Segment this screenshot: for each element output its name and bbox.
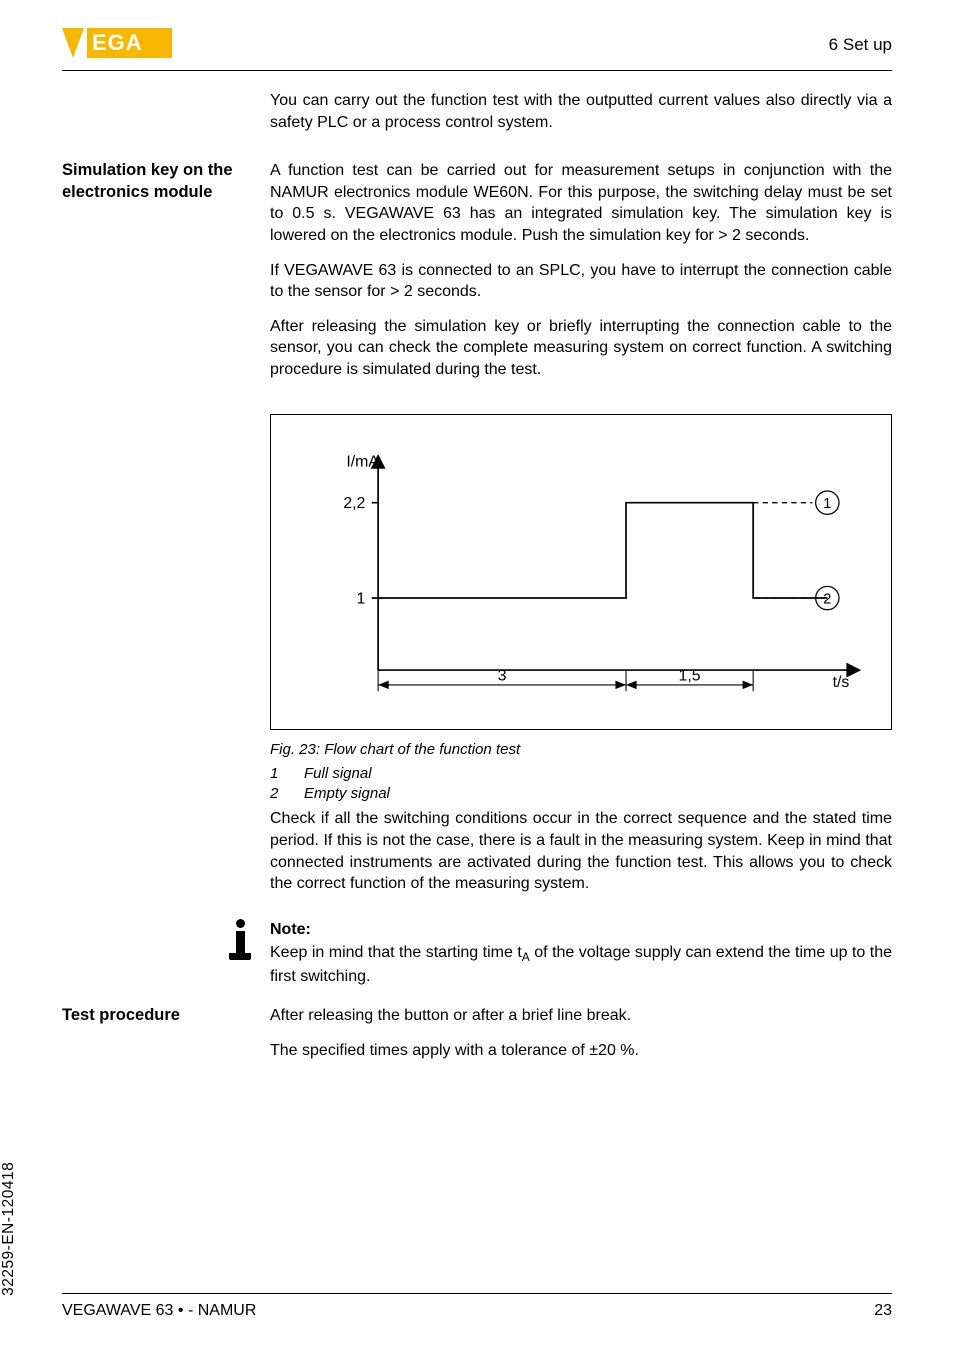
legend-1-num: 1 bbox=[270, 764, 288, 784]
footer-rule bbox=[62, 1293, 892, 1294]
legend-2-num: 2 bbox=[270, 784, 288, 804]
section-label: 6 Set up bbox=[829, 34, 892, 57]
svg-text:1,5: 1,5 bbox=[679, 667, 701, 684]
testproc-p2: The specified times apply with a toleran… bbox=[270, 1040, 892, 1062]
function-test-figure: 2,2 1 I/mA 1 2 3 1,5 t/s bbox=[270, 414, 892, 730]
note-heading: Note: bbox=[270, 919, 892, 941]
footer-left: VEGAWAVE 63 • - NAMUR bbox=[62, 1300, 256, 1322]
svg-text:EGA: EGA bbox=[92, 30, 143, 55]
vega-logo: EGA bbox=[62, 28, 174, 64]
info-icon bbox=[62, 919, 270, 988]
note-body: Keep in mind that the starting time tA o… bbox=[270, 942, 892, 987]
header-rule bbox=[62, 70, 892, 71]
svg-text:t/s: t/s bbox=[833, 674, 850, 691]
svg-text:3: 3 bbox=[498, 667, 507, 684]
svg-text:1: 1 bbox=[357, 590, 366, 607]
svg-text:I/mA: I/mA bbox=[346, 453, 379, 470]
side-heading-simkey-1: Simulation key on the bbox=[62, 160, 254, 181]
testproc-p1: After releasing the button or after a br… bbox=[270, 1005, 892, 1027]
footer-page-number: 23 bbox=[874, 1300, 892, 1322]
document-id: 32259-EN-120418 bbox=[0, 1162, 20, 1296]
simkey-p1: A function test can be carried out for m… bbox=[270, 160, 892, 246]
simkey-p3: After releasing the simulation key or br… bbox=[270, 316, 892, 381]
figure-paragraph: Check if all the switching conditions oc… bbox=[270, 808, 892, 894]
simkey-p2: If VEGAWAVE 63 is connected to an SPLC, … bbox=[270, 260, 892, 303]
figure-caption: Fig. 23: Flow chart of the function test bbox=[270, 740, 892, 760]
legend-1-text: Full signal bbox=[304, 764, 372, 784]
side-heading-simkey-2: electronics module bbox=[62, 182, 254, 203]
svg-text:2: 2 bbox=[823, 591, 831, 607]
side-heading-testproc: Test procedure bbox=[62, 1005, 254, 1026]
svg-text:1: 1 bbox=[823, 496, 831, 512]
legend-2-text: Empty signal bbox=[304, 784, 390, 804]
svg-text:2,2: 2,2 bbox=[343, 495, 365, 512]
intro-paragraph: You can carry out the function test with… bbox=[270, 90, 892, 133]
